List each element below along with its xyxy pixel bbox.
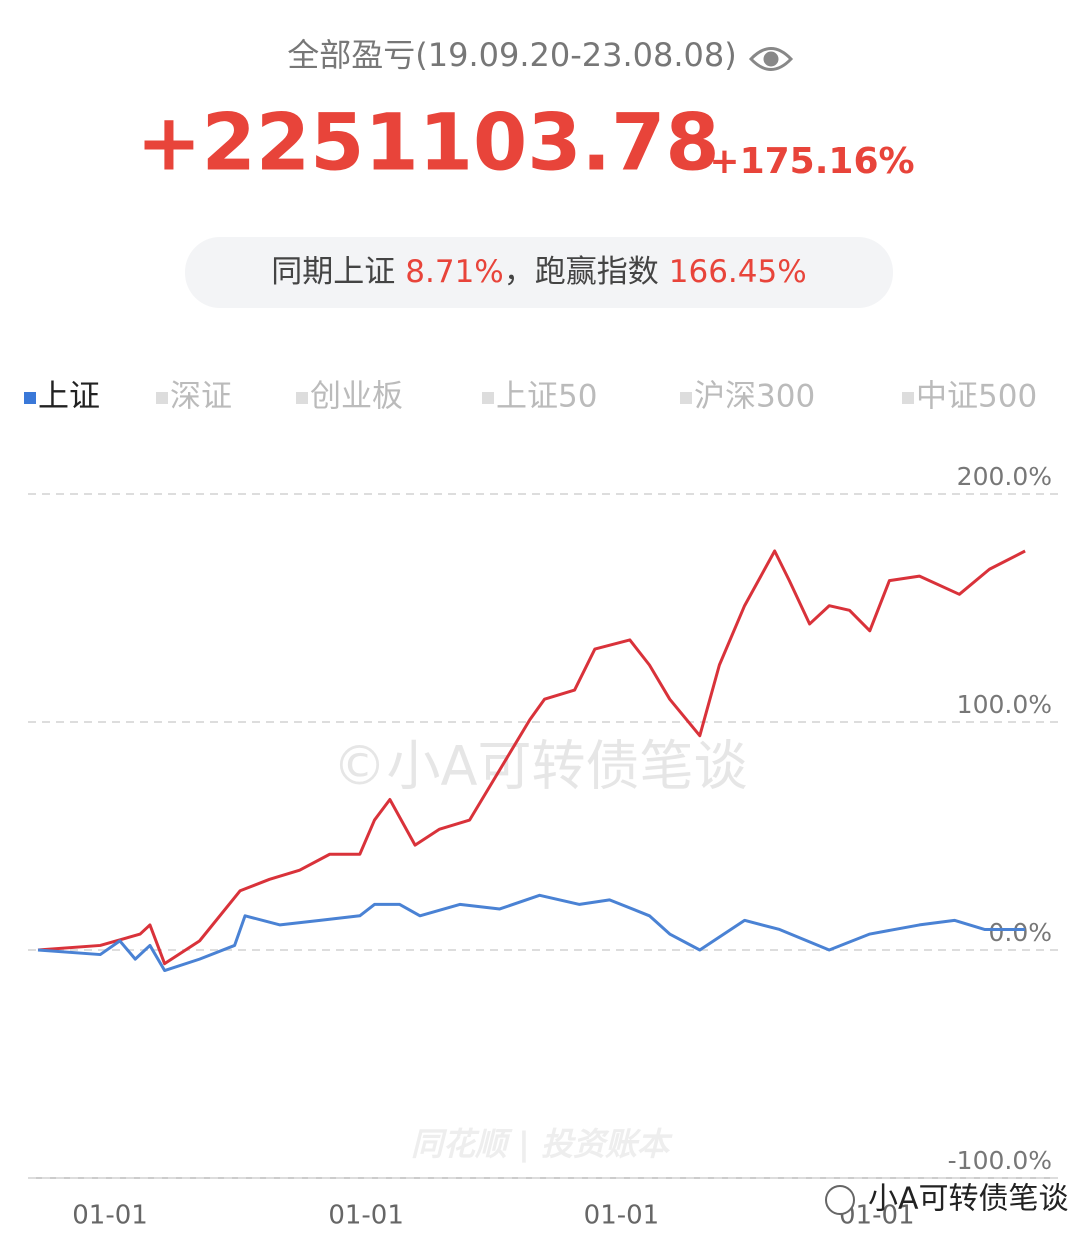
y-tick-label: 0.0% xyxy=(988,918,1052,947)
tab-swatch xyxy=(24,392,36,404)
x-tick-label: 01-01 xyxy=(584,1201,660,1231)
index-tabs: 上证 深证 创业板 上证50 沪深300 中证500 xyxy=(24,379,1037,415)
tab-label[interactable]: 创业板 xyxy=(310,379,403,415)
total-pct: +175.16% xyxy=(709,141,914,182)
tab-label[interactable]: 深证 xyxy=(170,379,232,415)
footer-watermark: 小A可转债笔谈 xyxy=(868,1182,1069,1217)
tab-label[interactable]: 中证500 xyxy=(916,379,1037,415)
header-title: 全部盈亏(19.09.20-23.08.08) xyxy=(287,36,737,74)
y-tick-label: 200.0% xyxy=(957,462,1052,491)
compare-pill xyxy=(185,237,893,308)
compare-label: 同期上证 xyxy=(271,254,395,290)
compare-value: 8.71% xyxy=(405,254,503,290)
plot: 200.0%100.0%0.0%-100.0%01-01 01-01 01-01 01… xyxy=(28,462,1058,1231)
eye-icon[interactable] xyxy=(748,47,794,71)
tab-swatch xyxy=(902,392,914,404)
x-tick-label: 01-01 xyxy=(72,1201,148,1231)
tab-swatch xyxy=(482,392,494,404)
app-watermark: 同花顺 | 投资账本 xyxy=(411,1125,673,1164)
compare-label: ，跑赢指数 xyxy=(504,254,659,290)
tab-swatch xyxy=(156,392,168,404)
series-line xyxy=(37,549,1026,966)
x-tick-label: 01-01 xyxy=(328,1201,404,1231)
y-tick-label: -100.0% xyxy=(948,1146,1052,1175)
watermark: ©小A可转债笔谈 xyxy=(333,735,748,798)
y-tick-label: 100.0% xyxy=(957,690,1052,719)
tab-swatch xyxy=(296,392,308,404)
total-profit: +2251103.78 xyxy=(136,98,719,188)
wechat-icon xyxy=(825,1185,855,1215)
compare-text: 同期上证 8.71%，跑赢指数 166.45% xyxy=(271,254,806,290)
tab-swatch xyxy=(680,392,692,404)
tab-label[interactable]: 沪深300 xyxy=(694,379,815,415)
tab-label[interactable]: 上证 xyxy=(38,379,100,415)
series-line xyxy=(37,893,1026,973)
compare-value: 166.45% xyxy=(669,254,807,290)
tab-label[interactable]: 上证50 xyxy=(496,379,597,415)
